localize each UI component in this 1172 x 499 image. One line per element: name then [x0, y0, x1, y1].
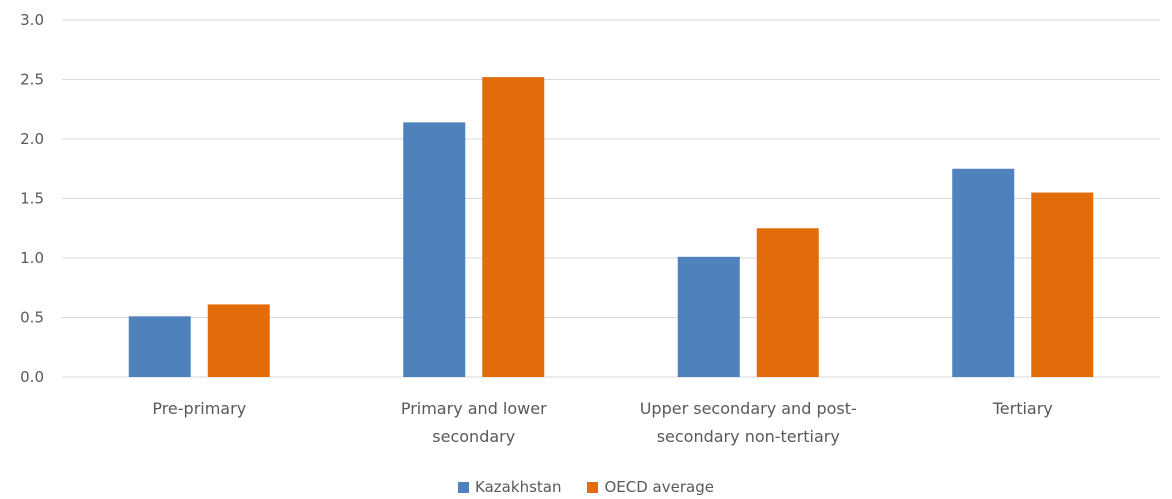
bar-kazakhstan: [677, 256, 740, 377]
bar-kazakhstan: [403, 122, 466, 377]
bar-oecd-average: [1031, 192, 1094, 377]
x-tick-label: Pre-primary: [152, 399, 246, 418]
bars: [128, 77, 1094, 378]
y-tick-label: 1.5: [20, 190, 44, 208]
y-tick-label: 2.0: [20, 130, 44, 148]
y-tick-label: 3.0: [20, 11, 44, 29]
x-tick-label: secondary: [432, 427, 515, 446]
x-tick-label: secondary non-tertiary: [657, 427, 840, 446]
bar-oecd-average: [756, 228, 819, 377]
legend-swatch-oecd-average: [587, 481, 599, 493]
bar-kazakhstan: [128, 316, 191, 377]
legend: Kazakhstan OECD average: [0, 478, 1172, 496]
bar-oecd-average: [207, 304, 270, 377]
x-axis-labels: Pre-primary Primary and lower secondary Upp…: [152, 399, 1052, 446]
x-tick-label: Upper secondary and post-: [640, 399, 857, 418]
y-axis-ticks: 0.0 0.5 1.0 1.5 2.0 2.5 3.0: [20, 11, 44, 386]
y-tick-label: 0.5: [20, 309, 44, 327]
y-tick-label: 1.0: [20, 249, 44, 267]
bar-kazakhstan: [952, 168, 1015, 377]
y-tick-label: 0.0: [20, 368, 44, 386]
legend-item-oecd-average: OECD average: [587, 478, 714, 496]
bar-chart: 0.0 0.5 1.0 1.5 2.0 2.5 3.0 Pre-primary Primary…: [20, 11, 1160, 446]
legend-item-kazakhstan: Kazakhstan: [458, 478, 561, 496]
y-tick-label: 2.5: [20, 71, 44, 89]
legend-swatch-kazakhstan: [458, 481, 470, 493]
legend-label-oecd-average: OECD average: [604, 478, 714, 496]
x-tick-label: Tertiary: [992, 399, 1053, 418]
bar-oecd-average: [482, 77, 545, 378]
x-tick-label: Primary and lower: [401, 399, 547, 418]
legend-label-kazakhstan: Kazakhstan: [475, 478, 562, 496]
